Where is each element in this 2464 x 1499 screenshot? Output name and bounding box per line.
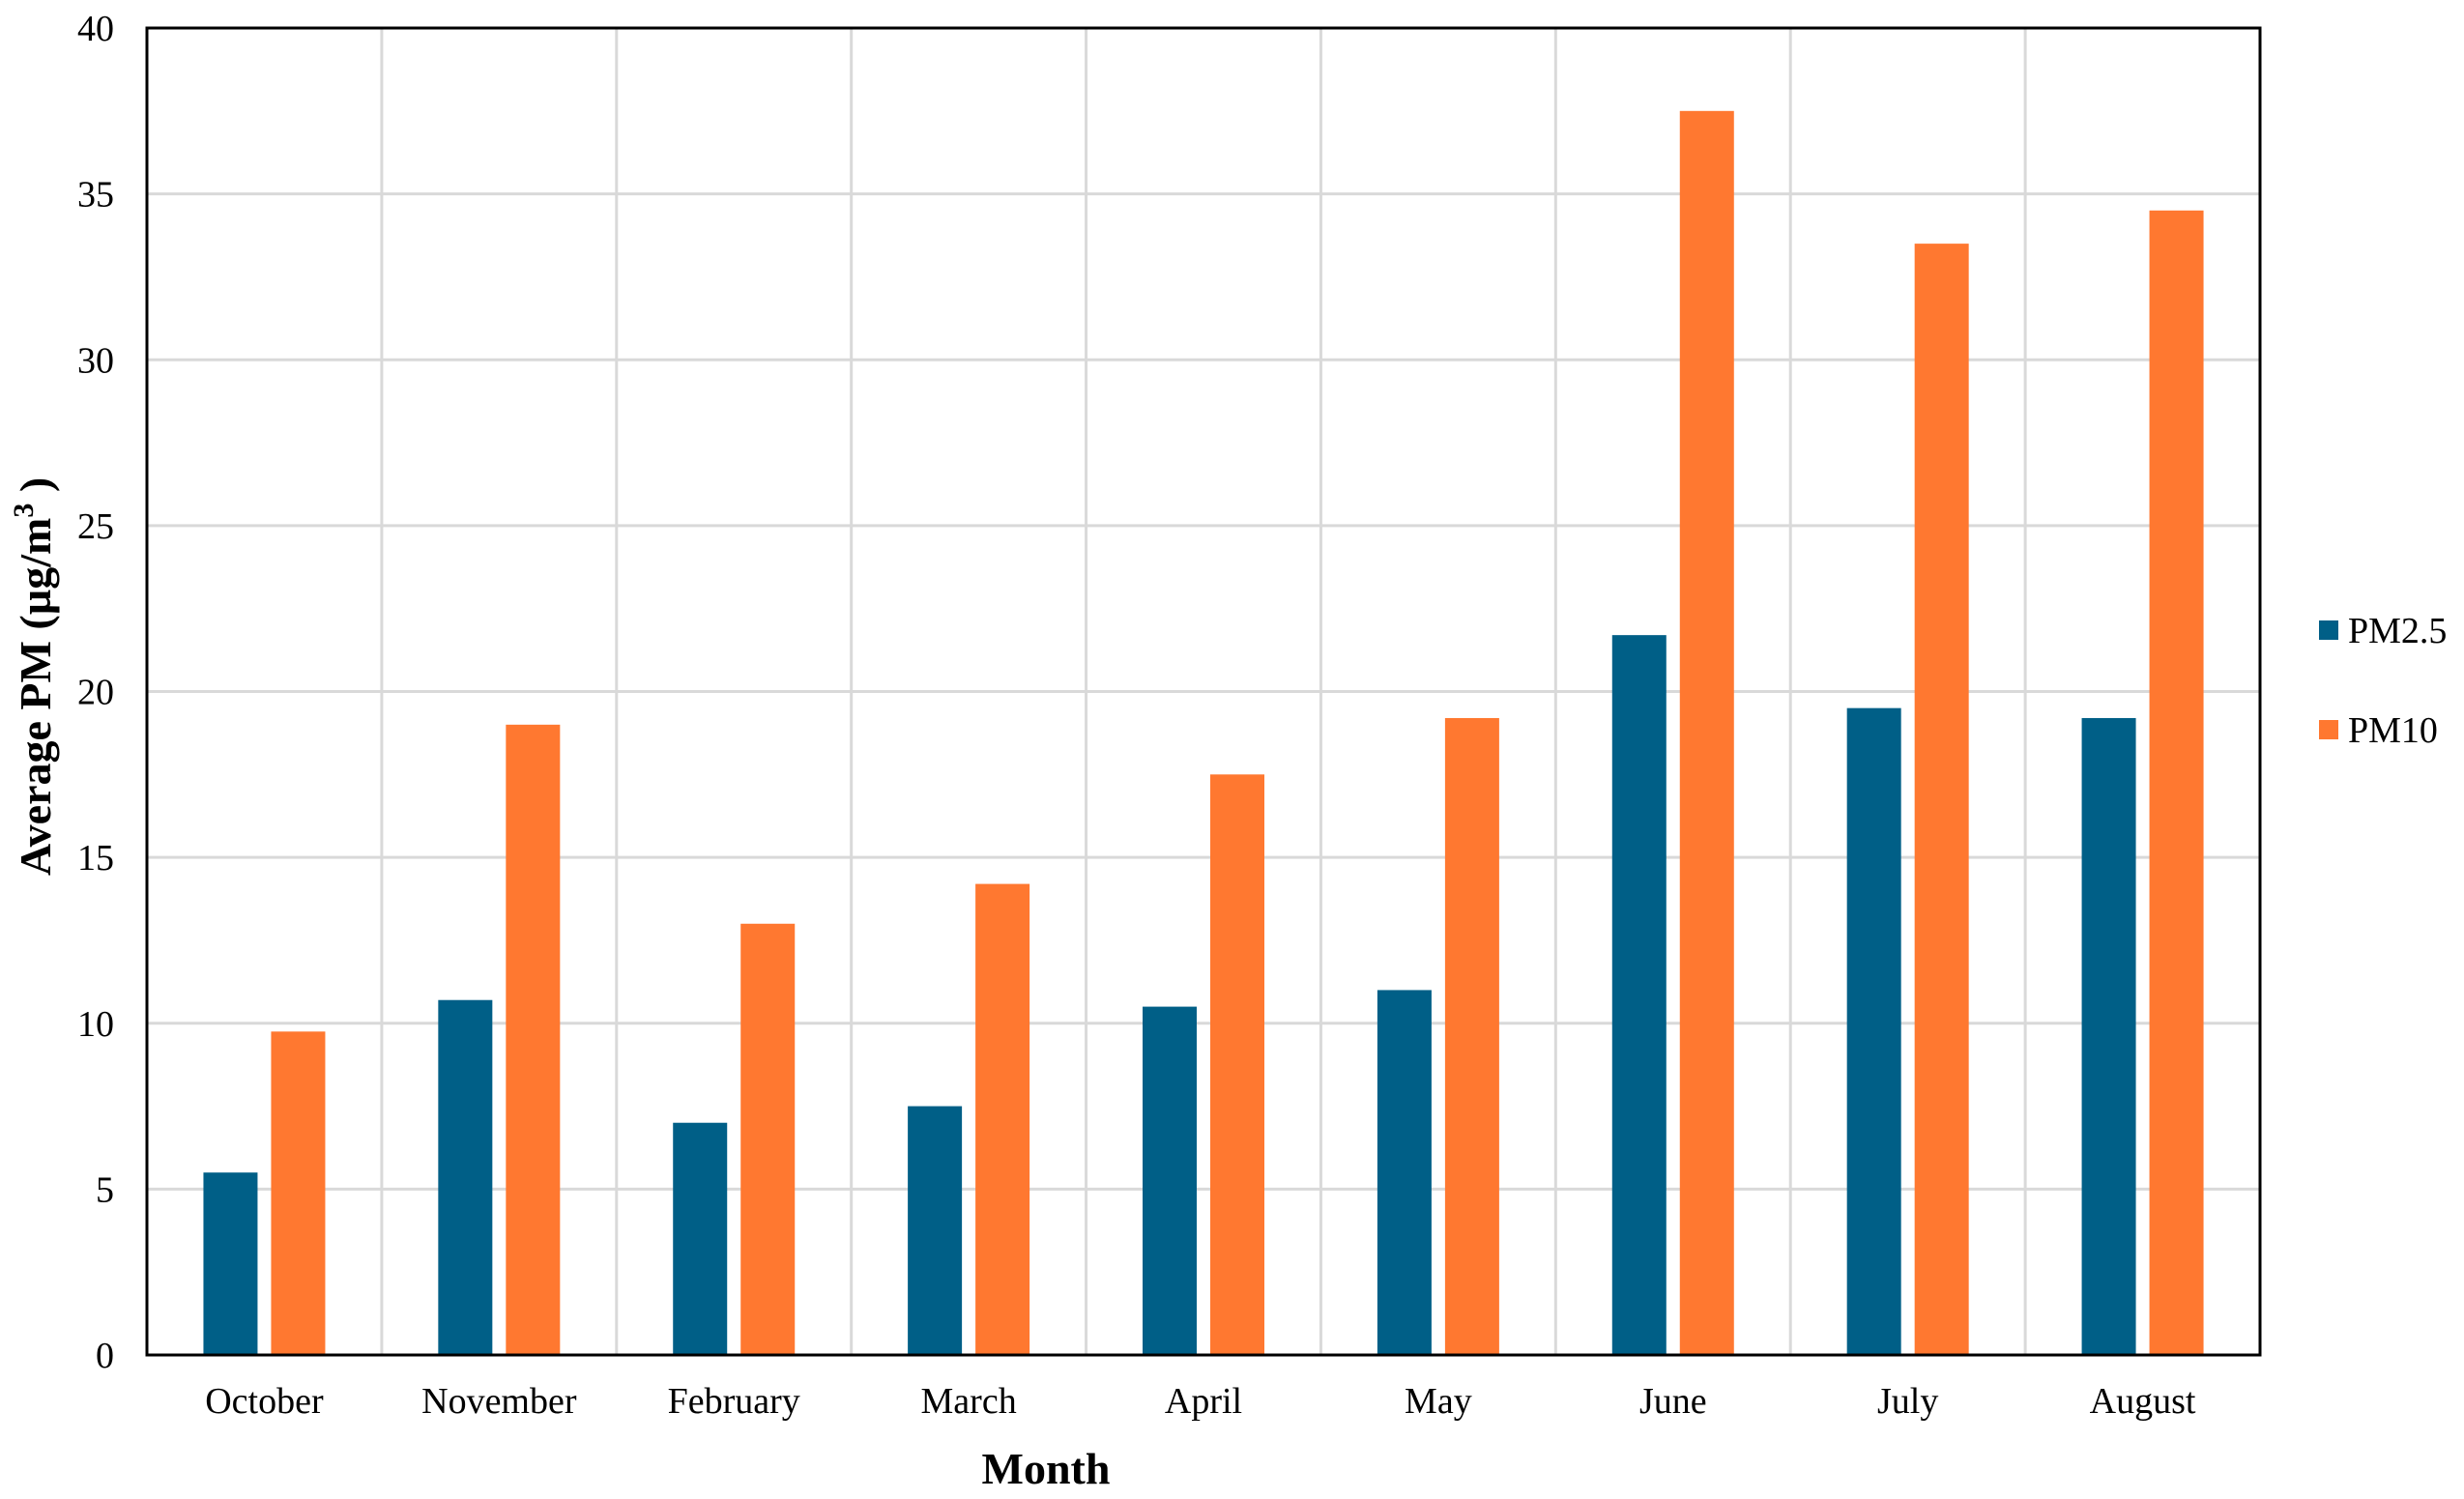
bar-pm10-july bbox=[1914, 244, 1969, 1355]
bar-pm25-june bbox=[1611, 635, 1667, 1355]
x-axis-title: Month bbox=[982, 1444, 1111, 1493]
x-tick-label: March bbox=[921, 1381, 1017, 1422]
x-tick-label: April bbox=[1165, 1381, 1242, 1422]
bar-pm10-march bbox=[975, 883, 1030, 1355]
x-tick-label: June bbox=[1639, 1381, 1707, 1422]
y-axis-title: Average PM (µg/m3 ) bbox=[8, 477, 60, 876]
y-tick-label: 15 bbox=[77, 838, 114, 879]
x-tick-label: July bbox=[1877, 1381, 1938, 1422]
bar-pm10-august bbox=[2149, 210, 2204, 1356]
y-axis-title-end: ) bbox=[11, 477, 60, 504]
bar-pm25-august bbox=[2081, 717, 2136, 1355]
y-tick-labels: 0 5 10 15 20 25 30 35 40 bbox=[77, 9, 114, 1376]
bar-pm10-november bbox=[506, 724, 561, 1355]
bars bbox=[203, 110, 2204, 1356]
legend-label: PM2.5 bbox=[2348, 611, 2447, 651]
y-tick-label: 0 bbox=[96, 1336, 114, 1376]
plot-frame bbox=[145, 26, 2262, 1357]
grid-lines bbox=[147, 26, 2260, 1357]
bar-pm10-february bbox=[740, 923, 796, 1355]
bar-pm10-june bbox=[1679, 110, 1734, 1355]
y-tick-label: 20 bbox=[77, 673, 114, 713]
y-axis-title-main: Average PM (µg/m bbox=[11, 518, 60, 877]
legend-label: PM10 bbox=[2348, 710, 2438, 751]
y-tick-label: 10 bbox=[77, 1004, 114, 1045]
legend-swatch bbox=[2319, 720, 2338, 739]
bar-pm25-november bbox=[438, 999, 493, 1355]
bar-pm25-february bbox=[673, 1122, 728, 1355]
bar-pm25-october bbox=[203, 1172, 258, 1355]
legend-swatch bbox=[2319, 620, 2338, 640]
legend: PM2.5 PM10 bbox=[2319, 611, 2447, 751]
bar-pm10-may bbox=[1444, 717, 1499, 1355]
x-tick-label: August bbox=[2090, 1381, 2196, 1422]
x-tick-label: May bbox=[1405, 1381, 1472, 1422]
x-tick-label: November bbox=[421, 1381, 577, 1422]
y-tick-label: 30 bbox=[77, 340, 114, 381]
y-tick-label: 35 bbox=[77, 175, 114, 216]
x-tick-label: October bbox=[205, 1381, 324, 1422]
y-tick-label: 5 bbox=[96, 1169, 114, 1210]
bar-pm25-july bbox=[1846, 707, 1901, 1355]
bar-pm25-march bbox=[908, 1106, 963, 1355]
y-tick-label: 25 bbox=[77, 506, 114, 547]
y-tick-label: 40 bbox=[77, 9, 114, 49]
y-axis-title-sup: 3 bbox=[8, 504, 40, 518]
bar-pm10-april bbox=[1210, 774, 1264, 1355]
x-tick-label: February bbox=[668, 1381, 800, 1422]
bar-pm25-may bbox=[1377, 990, 1432, 1355]
bar-pm10-october bbox=[271, 1031, 326, 1355]
bar-pm25-april bbox=[1143, 1006, 1197, 1355]
x-tick-labels: October November February March April May June… bbox=[205, 1381, 2196, 1422]
